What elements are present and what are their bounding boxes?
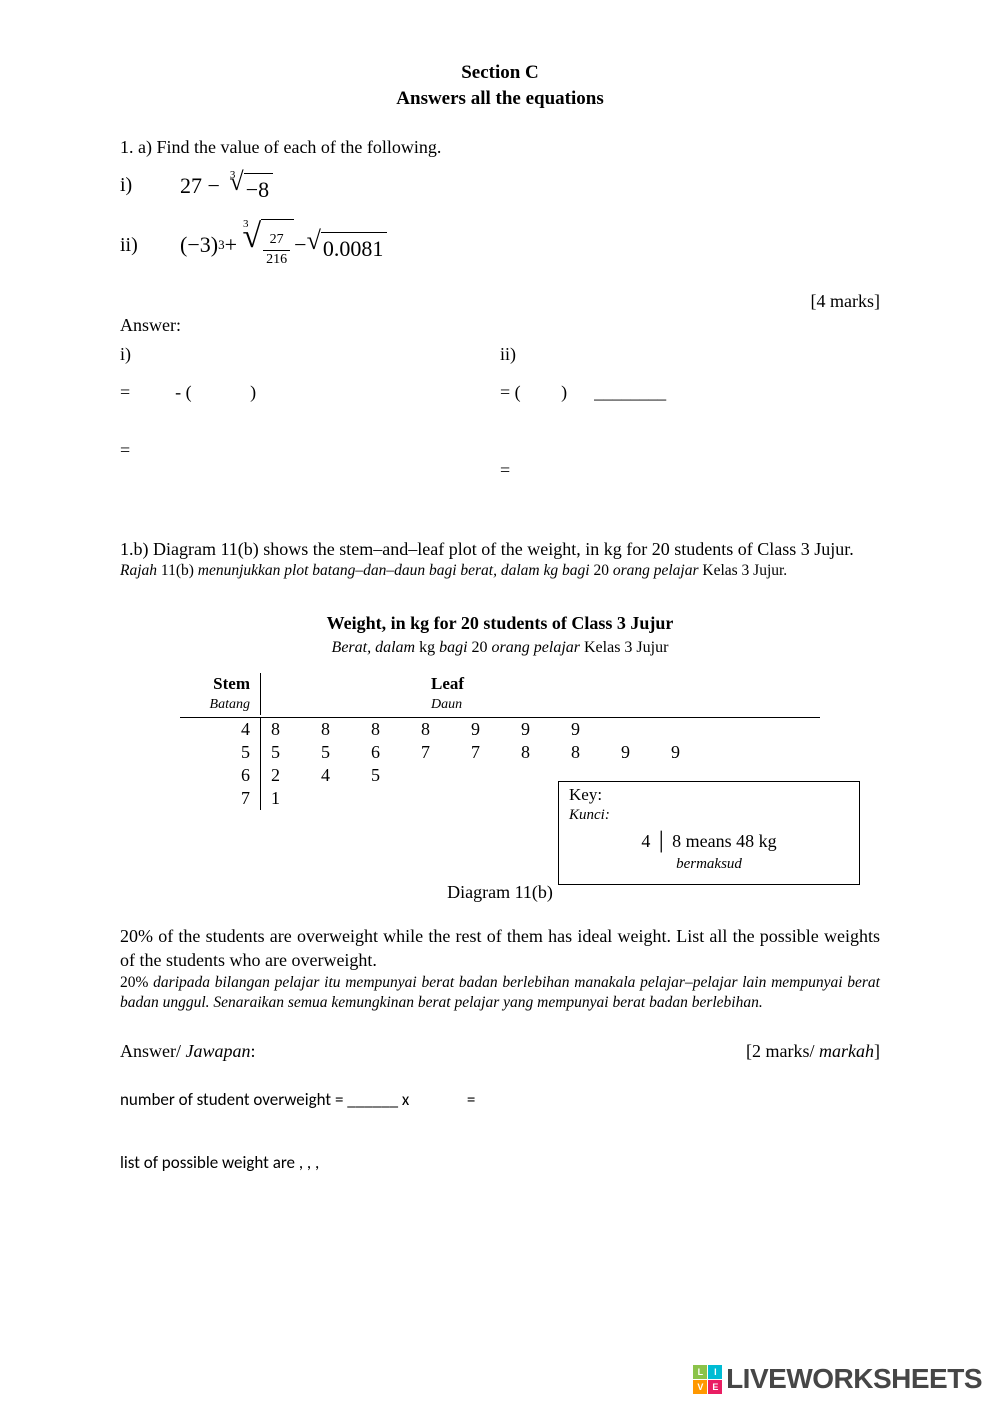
- leaf-value: 5: [315, 741, 365, 764]
- col-i-row2[interactable]: =: [120, 438, 500, 462]
- chart-title: Weight, in kg for 20 students of Class 3…: [120, 611, 880, 635]
- leaf-value: 8: [315, 718, 365, 741]
- leaf-value: 9: [615, 741, 665, 764]
- key-box: Key: Kunci: 4 │ 8 means 48 kg bermaksud: [558, 781, 860, 885]
- leaf-value: 8: [365, 718, 415, 741]
- leaf-value: 7: [465, 741, 515, 764]
- answer-label: Answer:: [120, 313, 880, 337]
- sl-header: Stem Batang Leaf Daun: [180, 673, 820, 718]
- col-i-label: i): [120, 342, 500, 366]
- radical-sign: √: [229, 172, 243, 193]
- section-instruction: Answers all the equations: [120, 86, 880, 112]
- col-ii-label: ii): [500, 342, 880, 366]
- answer-col-ii[interactable]: ii) = ( ) ________ =: [500, 342, 880, 497]
- leaf-value: 8: [565, 741, 615, 764]
- watermark-badge: LIVE: [693, 1365, 722, 1394]
- key-label: Key: Kunci:: [569, 786, 849, 823]
- leaf-row: 8888999: [265, 718, 820, 741]
- radical-sign: √: [307, 231, 321, 252]
- leaf-value: 8: [515, 741, 565, 764]
- leaf-value: 6: [365, 741, 415, 764]
- item-i-expression: 27 − 3 √ −8: [180, 170, 273, 202]
- chart-subtitle: Berat, dalam kg bagi 20 orang pelajar Ke…: [120, 637, 880, 659]
- q1b-question-en: 20% of the students are overweight while…: [120, 924, 880, 973]
- leaf-value: 8: [265, 718, 315, 741]
- radical-sign: √: [242, 223, 261, 250]
- frac-num: 27: [267, 231, 287, 250]
- stem-value: 6: [180, 764, 250, 787]
- leaf-value: 8: [415, 718, 465, 741]
- q1b-marks: [2 marks/ markah]: [746, 1039, 880, 1063]
- stem-leaf-plot: Stem Batang Leaf Daun 4567 8888999556778…: [180, 673, 820, 810]
- key-example: 4 │ 8 means 48 kg: [569, 829, 849, 853]
- rad-body: 0.0081: [321, 232, 388, 264]
- stem-column: 4567: [180, 718, 261, 810]
- rad-body: −8: [244, 173, 273, 205]
- stem-value: 4: [180, 718, 250, 741]
- leaf-value: 1: [265, 787, 315, 810]
- section-header: Section C Answers all the equations: [120, 60, 880, 111]
- key-example-it: bermaksud: [569, 854, 849, 874]
- expr-part: +: [225, 230, 237, 260]
- leaf-value: 9: [465, 718, 515, 741]
- leaf-value: 5: [365, 764, 415, 787]
- q1a-prompt: 1. a) Find the value of each of the foll…: [120, 135, 880, 159]
- cube-root-frac: 3 √ 27 216: [237, 219, 294, 271]
- q1b-answer-header: Answer/ Jawapan: [2 marks/ markah]: [120, 1039, 880, 1063]
- frac-den: 216: [263, 250, 290, 270]
- square-root: √ 0.0081: [307, 229, 388, 261]
- col-i-row1[interactable]: = - ( ): [120, 380, 500, 404]
- q1a-marks: [4 marks]: [120, 289, 880, 313]
- item-ii-expression: (−3)3 + 3 √ 27 216 − √ 0.0081: [180, 219, 387, 271]
- q1b-text-my: Rajah 11(b) menunjukkan plot batang–dan–…: [120, 561, 880, 581]
- rad-body: 27 216: [261, 219, 294, 271]
- leaf-header: Leaf Daun: [261, 673, 820, 715]
- answer-label: Answer/ Jawapan:: [120, 1039, 256, 1063]
- answer-col-i[interactable]: i) = - ( ) =: [120, 342, 500, 497]
- calc-line-2[interactable]: list of possible weight are , , ,: [120, 1152, 880, 1175]
- leaf-value: 4: [315, 764, 365, 787]
- calc-line-1[interactable]: number of student overweight = ______ x …: [120, 1089, 880, 1112]
- q1a-answer-area[interactable]: i) = - ( ) = ii) = ( ) ________ =: [120, 342, 880, 497]
- watermark-text: LIVEWORKSHEETS: [726, 1363, 982, 1395]
- stem-value: 5: [180, 741, 250, 764]
- leaf-value: 9: [565, 718, 615, 741]
- q1b-text-en: 1.b) Diagram 11(b) shows the stem–and–le…: [120, 537, 880, 561]
- section-title: Section C: [120, 60, 880, 86]
- col-ii-row1[interactable]: = ( ) ________: [500, 380, 880, 404]
- expr-part: (−3): [180, 230, 218, 260]
- worksheet-page: Section C Answers all the equations 1. a…: [0, 0, 1000, 1215]
- leaf-value: 2: [265, 764, 315, 787]
- stem-value: 7: [180, 787, 250, 810]
- leaf-value: 7: [415, 741, 465, 764]
- leaf-value: 9: [515, 718, 565, 741]
- q1b-question-my: 20% 20% daripada bilangan pelajar itu me…: [120, 973, 880, 1013]
- q1a-item-i: i) 27 − 3 √ −8: [120, 170, 880, 202]
- expr-part: −: [294, 230, 306, 260]
- fraction: 27 216: [263, 231, 290, 270]
- stem-header: Stem Batang: [180, 673, 261, 715]
- q1a-item-ii: ii) (−3)3 + 3 √ 27 216 − √ 0.0081: [120, 219, 880, 271]
- item-ii-label: ii): [120, 232, 180, 259]
- leaf-row: 556778899: [265, 741, 820, 764]
- item-i-label: i): [120, 172, 180, 199]
- leaf-value: 5: [265, 741, 315, 764]
- expr-part: 27 −: [180, 171, 220, 201]
- liveworksheets-watermark: LIVE LIVEWORKSHEETS: [693, 1363, 982, 1395]
- leaf-value: 9: [665, 741, 715, 764]
- col-ii-row2[interactable]: =: [500, 458, 880, 482]
- cube-root: 3 √ −8: [224, 170, 273, 202]
